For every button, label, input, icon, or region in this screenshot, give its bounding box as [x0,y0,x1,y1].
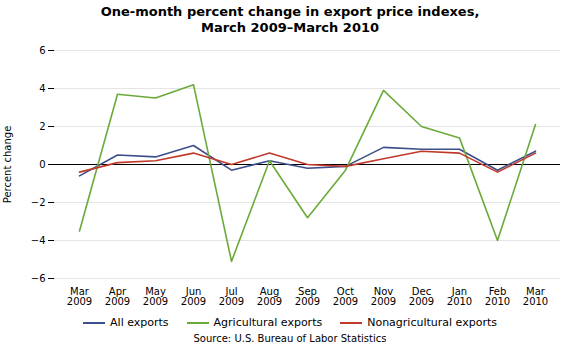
svg-text:Dec2009: Dec2009 [409,286,434,307]
html-text:All exports: All exports [110,316,169,329]
svg-text:−2: −2 [31,197,46,208]
svg-text:Apr2009: Apr2009 [105,286,130,307]
svg-text:Sep2009: Sep2009 [295,286,320,307]
svg-text:0: 0 [39,159,45,170]
svg-text:4: 4 [39,83,45,94]
svg-text:Mar2009: Mar2009 [67,286,92,307]
svg-text:−4: −4 [31,235,46,246]
svg-text:May2009: May2009 [143,286,168,307]
svg-text:Jun2009: Jun2009 [181,286,206,307]
svg-text:6: 6 [39,45,45,56]
svg-text:Feb2010: Feb2010 [485,286,510,307]
svg-text:2: 2 [39,121,45,132]
svg-text:Oct2009: Oct2009 [333,286,358,307]
html-text:Agricultural exports: Agricultural exports [213,316,323,329]
svg-text:Percent change: Percent change [2,126,13,204]
svg-text:Nov2009: Nov2009 [371,286,396,307]
html-text:Source: U.S. Bureau of Labor S: Source: U.S. Bureau of Labor Statistics [193,333,387,344]
svg-text:Mar2010: Mar2010 [523,286,548,307]
html-text:One-month percent change in ex: One-month percent change in export price… [100,4,480,19]
svg-text:−6: −6 [31,273,46,284]
html-text:Nonagricultural exports: Nonagricultural exports [367,316,497,329]
html-text:March 2009–March 2010: March 2009–March 2010 [201,20,379,35]
svg-text:Jul2009: Jul2009 [219,286,244,307]
svg-text:Jan2010: Jan2010 [447,286,472,307]
svg-text:Aug2009: Aug2009 [257,286,282,307]
